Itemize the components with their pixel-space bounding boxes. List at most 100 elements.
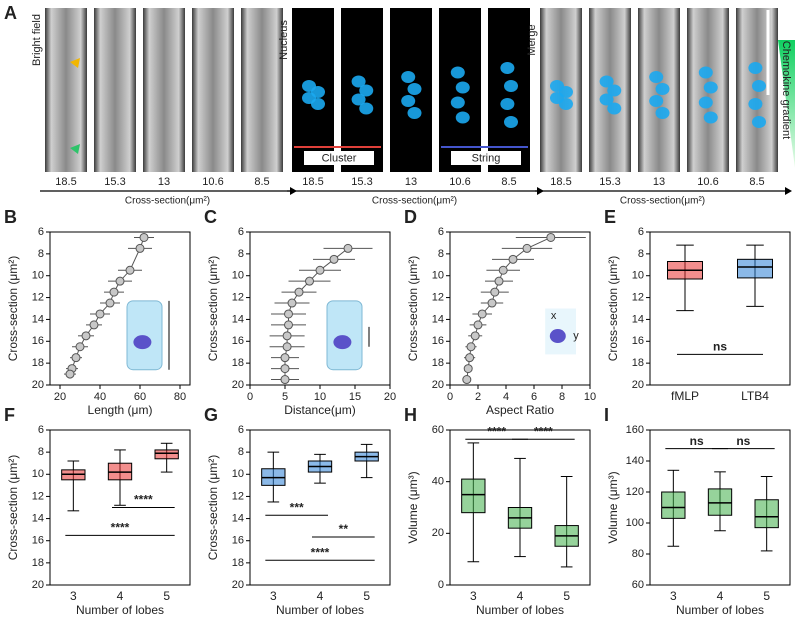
- x-tick-label: LTB4: [741, 389, 769, 403]
- arrowhead-marker: [70, 58, 80, 68]
- point: [462, 375, 472, 385]
- y-tick-label: 40: [432, 476, 444, 488]
- nucleus-lobe: [559, 98, 573, 110]
- nucleus-lobe: [359, 84, 374, 97]
- tick-label: 15.3: [599, 176, 620, 188]
- cluster-box: [304, 151, 374, 165]
- nucleus-lobe: [500, 62, 515, 74]
- y-tick-label: 20: [32, 579, 44, 591]
- plot-frame: [249, 231, 391, 386]
- x-tick-label: 0: [247, 391, 253, 403]
- y-tick-label: 8: [38, 248, 44, 260]
- point: [105, 298, 115, 308]
- point: [470, 331, 480, 341]
- y-tick-label: 6: [38, 424, 44, 436]
- point: [65, 369, 75, 379]
- nucleus-lobe: [455, 81, 470, 94]
- y-tick-label: 8: [238, 248, 244, 260]
- string-box: [451, 151, 521, 165]
- x-tick-label: 20: [384, 391, 396, 403]
- tick-label: 13: [653, 176, 665, 188]
- y-tick-label: 10: [432, 270, 444, 282]
- y-axis-title: Volume (μm³): [406, 471, 420, 543]
- y-axis-title: Cross-section (μm²): [6, 256, 20, 362]
- box: [661, 491, 686, 519]
- bright-field-image: [143, 8, 185, 172]
- panel-letter: E: [604, 207, 616, 227]
- point: [75, 342, 85, 352]
- y-axis-title: Cross-section (μm²): [206, 256, 220, 362]
- axis-label: Cross-section(μm²): [372, 196, 457, 207]
- gradient-label: Chemokine gradient: [780, 41, 792, 139]
- significance-label: ****: [487, 424, 506, 438]
- y-tick-label: 120: [626, 486, 644, 498]
- x-tick-label: 3: [270, 589, 277, 603]
- plot-frame: [449, 231, 591, 386]
- point: [125, 265, 135, 275]
- point: [487, 298, 497, 308]
- box: [154, 449, 179, 460]
- y-tick-label: 10: [232, 270, 244, 282]
- nucleus-lobe: [748, 98, 763, 110]
- point: [89, 320, 99, 330]
- point: [305, 276, 314, 286]
- nucleus-lobe: [351, 93, 366, 106]
- plot-frame: [449, 429, 591, 586]
- x-axis-title: Distance(μm): [284, 403, 356, 417]
- point: [135, 243, 145, 253]
- y-tick-label: 20: [232, 379, 244, 391]
- inset-label: x: [551, 310, 557, 322]
- x-tick-label: fMLP: [671, 389, 699, 403]
- x-tick-label: 2: [475, 391, 481, 403]
- nucleus-cartoon: [133, 335, 152, 350]
- y-tick-label: 20: [432, 379, 444, 391]
- x-tick-label: 5: [282, 391, 288, 403]
- y-tick-label: 18: [232, 357, 244, 369]
- y-axis-title: Cross-section (μm²): [6, 455, 20, 561]
- y-tick-label: 10: [632, 270, 644, 282]
- nucleus-lobe: [407, 107, 422, 119]
- nucleus-lobe: [649, 71, 664, 83]
- x-axis-title: Number of lobes: [676, 603, 764, 617]
- y-tick-label: 6: [638, 226, 644, 238]
- bright-field-image: [192, 8, 234, 172]
- point: [490, 287, 500, 297]
- box: [754, 499, 779, 529]
- y-tick-label: 20: [432, 527, 444, 539]
- nucleus-lobe: [450, 66, 465, 79]
- box: [461, 478, 486, 514]
- significance-label: ns: [736, 434, 750, 448]
- x-tick-label: 4: [717, 589, 724, 603]
- tick-label: 13: [158, 176, 170, 188]
- point: [71, 353, 81, 363]
- x-tick-label: 60: [134, 391, 146, 403]
- tick-label: 10.6: [202, 176, 223, 188]
- arrow-head: [785, 187, 792, 195]
- y-tick-label: 12: [32, 291, 44, 303]
- significance-label: ns: [690, 434, 704, 448]
- x-axis-title: Number of lobes: [476, 603, 564, 617]
- nucleus-lobe: [703, 111, 718, 124]
- group-title: Nucleus: [278, 20, 290, 60]
- x-tick-label: 15: [349, 391, 361, 403]
- x-tick-label: 10: [584, 391, 596, 403]
- point: [282, 331, 292, 341]
- y-tick-label: 6: [238, 226, 244, 238]
- y-tick-label: 0: [438, 579, 444, 591]
- nucleus-lobe: [351, 75, 366, 88]
- nucleus-lobe: [698, 96, 713, 109]
- nucleus-lobe: [407, 83, 422, 95]
- y-tick-label: 14: [632, 313, 644, 325]
- plot-frame: [649, 231, 791, 386]
- point: [139, 232, 149, 242]
- nucleus-lobe: [649, 95, 664, 107]
- tick-label: 18.5: [550, 176, 571, 188]
- point: [473, 320, 483, 330]
- significance-label: ns: [713, 340, 727, 354]
- x-tick-label: 4: [517, 589, 524, 603]
- y-axis-title: Volume (μm³): [606, 471, 620, 543]
- x-tick-label: 80: [174, 391, 186, 403]
- nucleus-lobe: [359, 102, 374, 115]
- y-tick-label: 6: [238, 424, 244, 436]
- significance-label: ***: [290, 500, 304, 514]
